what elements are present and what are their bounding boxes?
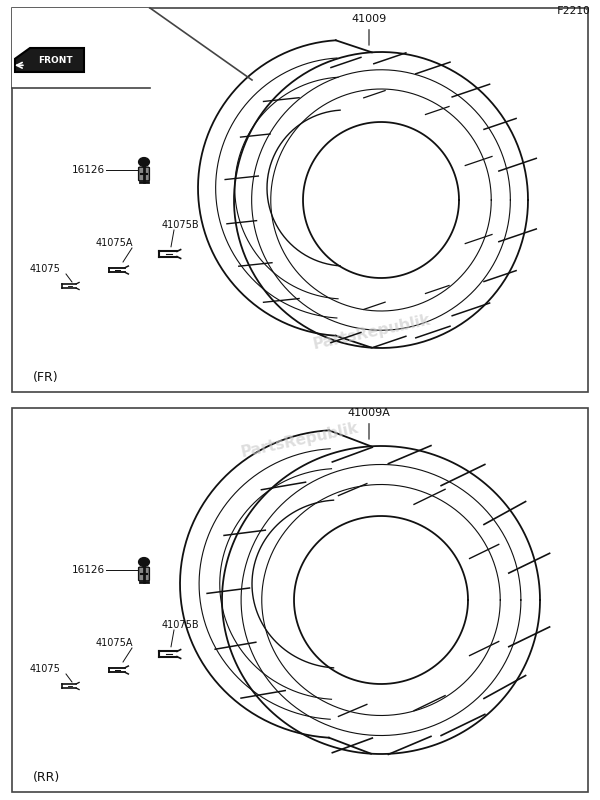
Text: 16126: 16126 xyxy=(72,165,105,175)
Text: 41009A: 41009A xyxy=(347,408,391,439)
Text: F2210: F2210 xyxy=(557,6,591,16)
Polygon shape xyxy=(15,48,84,72)
Text: PartsRepublik: PartsRepublik xyxy=(239,420,361,460)
Ellipse shape xyxy=(139,158,149,166)
Text: PartsRepublik: PartsRepublik xyxy=(311,312,433,352)
Text: (RR): (RR) xyxy=(33,771,60,785)
Text: 41075: 41075 xyxy=(30,264,61,274)
Text: 41075A: 41075A xyxy=(96,638,133,648)
Text: 16126: 16126 xyxy=(72,565,105,575)
Text: 41075B: 41075B xyxy=(162,620,200,630)
Text: 41075: 41075 xyxy=(30,664,61,674)
Text: 41075A: 41075A xyxy=(96,238,133,248)
Text: (FR): (FR) xyxy=(33,371,59,385)
Text: 41075B: 41075B xyxy=(162,220,200,230)
Polygon shape xyxy=(12,8,150,88)
Text: FRONT: FRONT xyxy=(38,56,73,65)
Text: 41009: 41009 xyxy=(352,14,386,46)
Ellipse shape xyxy=(139,558,149,566)
FancyBboxPatch shape xyxy=(139,167,149,181)
FancyBboxPatch shape xyxy=(139,567,149,581)
